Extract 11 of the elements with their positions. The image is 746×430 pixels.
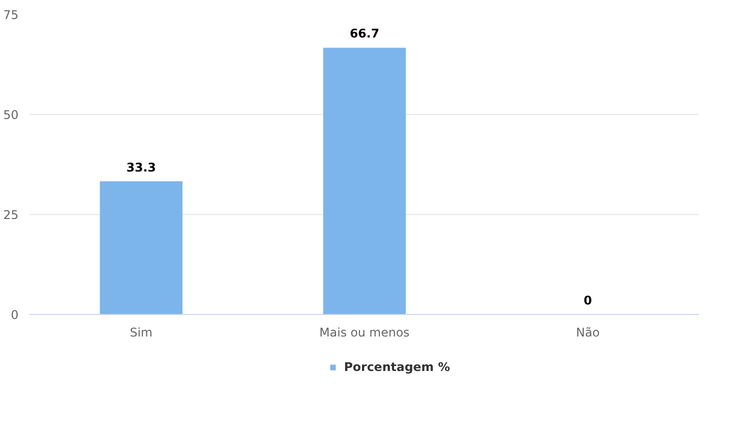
y-tick-label: 50	[3, 108, 19, 122]
data-label: 66.7	[350, 26, 380, 41]
data-label: 0	[584, 294, 592, 308]
y-tick-label: 75	[3, 8, 19, 22]
legend-label: Porcentagem %	[344, 360, 450, 374]
x-tick-label: Não	[576, 326, 600, 340]
y-tick-label: 25	[3, 208, 19, 222]
y-tick-label: 0	[10, 308, 19, 322]
data-label: 33.3	[126, 160, 156, 174]
x-tick-label: Mais ou menos	[319, 326, 410, 340]
x-tick-label: Sim	[130, 326, 152, 340]
